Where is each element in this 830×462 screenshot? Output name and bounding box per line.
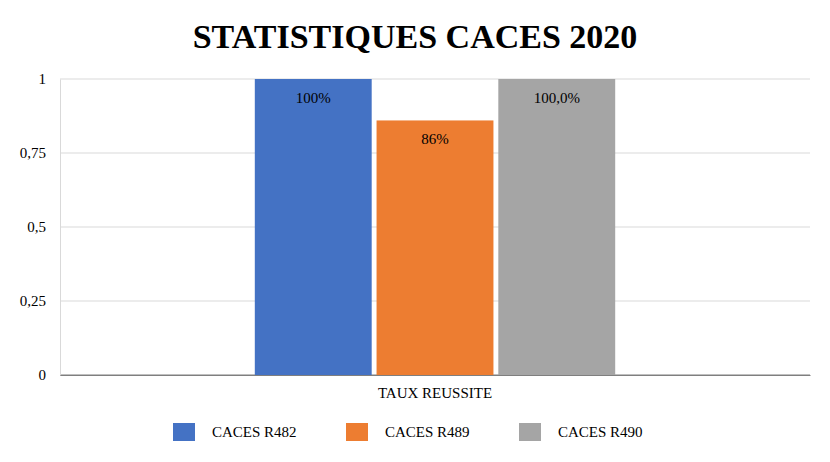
y-tick-label: 0,5 xyxy=(27,219,46,235)
data-label: 86% xyxy=(421,131,449,147)
x-axis-line xyxy=(61,375,811,376)
legend-label: CACES R482 xyxy=(212,424,297,440)
y-axis: 0 0,25 0,5 0,75 1 xyxy=(20,71,61,383)
y-tick: 0 xyxy=(39,367,61,383)
x-tick-label: TAUX REUSSITE xyxy=(378,385,492,401)
y-tick: 0,5 xyxy=(27,219,60,235)
bars xyxy=(255,79,615,375)
bar xyxy=(498,79,615,375)
legend-item: CACES R482 xyxy=(173,423,297,441)
legend-swatch xyxy=(173,423,195,441)
bar xyxy=(377,120,494,375)
legend-item: CACES R490 xyxy=(519,423,643,441)
legend-item: CACES R489 xyxy=(346,423,470,441)
data-label: 100% xyxy=(296,90,331,106)
bar xyxy=(255,79,372,375)
x-tick: TAUX REUSSITE xyxy=(378,375,492,401)
y-tick: 1 xyxy=(39,71,61,87)
y-tick-label: 1 xyxy=(39,71,47,87)
y-tick-label: 0 xyxy=(39,367,47,383)
y-axis-line xyxy=(60,80,61,376)
legend-label: CACES R489 xyxy=(385,424,470,440)
legend-swatch xyxy=(519,423,541,441)
legend-swatch xyxy=(346,423,368,441)
title: STATISTIQUES CACES 2020 xyxy=(193,18,638,55)
y-tick: 0,75 xyxy=(20,145,60,161)
y-tick: 0,25 xyxy=(20,293,60,309)
legend: CACES R482 CACES R489 CACES R490 xyxy=(173,423,643,441)
x-axis: TAUX REUSSITE xyxy=(61,375,811,401)
grid xyxy=(60,79,810,375)
grid-line xyxy=(60,79,810,80)
data-labels: 100% 86% 100,0% xyxy=(296,90,580,147)
data-label: 100,0% xyxy=(534,90,580,106)
legend-label: CACES R490 xyxy=(558,424,643,440)
y-tick-label: 0,75 xyxy=(20,145,46,161)
y-tick-label: 0,25 xyxy=(20,293,46,309)
chart: STATISTIQUES CACES 2020 0 0,25 0,5 0,75 1 TAUX… xyxy=(0,0,830,462)
